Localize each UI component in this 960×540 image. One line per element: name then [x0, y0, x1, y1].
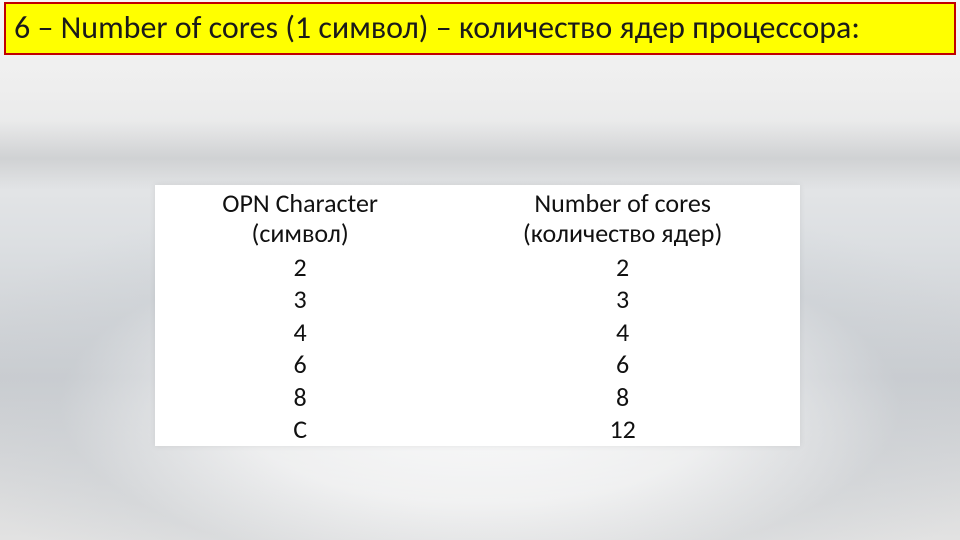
cell-cores: 6: [445, 348, 800, 381]
title-text: 6 – Number of cores (1 символ) – количес…: [14, 10, 942, 47]
col-header-opn: OPN Character (символ): [155, 185, 445, 251]
cell-cores: 12: [445, 413, 800, 446]
cores-table: OPN Character (символ) Number of cores (…: [155, 185, 800, 446]
cell-opn: C: [155, 413, 445, 446]
cell-cores: 4: [445, 316, 800, 349]
cell-cores: 8: [445, 381, 800, 414]
table-header-row: OPN Character (символ) Number of cores (…: [155, 185, 800, 251]
table-row: 2 2: [155, 251, 800, 284]
cell-opn: 8: [155, 381, 445, 414]
cell-opn: 3: [155, 283, 445, 316]
col-header-opn-line1: OPN Character: [222, 187, 378, 219]
table-row: 8 8: [155, 381, 800, 414]
cell-cores: 2: [445, 251, 800, 284]
cell-opn: 6: [155, 348, 445, 381]
cell-opn: 4: [155, 316, 445, 349]
cell-opn: 2: [155, 251, 445, 284]
table: OPN Character (символ) Number of cores (…: [155, 185, 800, 446]
table-row: 4 4: [155, 316, 800, 349]
cell-cores: 3: [445, 283, 800, 316]
table-row: 6 6: [155, 348, 800, 381]
col-header-cores-line1: Number of cores: [534, 187, 711, 219]
slide: 6 – Number of cores (1 символ) – количес…: [0, 0, 960, 540]
col-header-opn-line2: (символ): [251, 217, 348, 249]
title-bar: 6 – Number of cores (1 символ) – количес…: [4, 2, 956, 55]
table-row: C 12: [155, 413, 800, 446]
col-header-cores: Number of cores (количество ядер): [445, 185, 800, 251]
table-row: 3 3: [155, 283, 800, 316]
col-header-cores-line2: (количество ядер): [523, 217, 722, 249]
